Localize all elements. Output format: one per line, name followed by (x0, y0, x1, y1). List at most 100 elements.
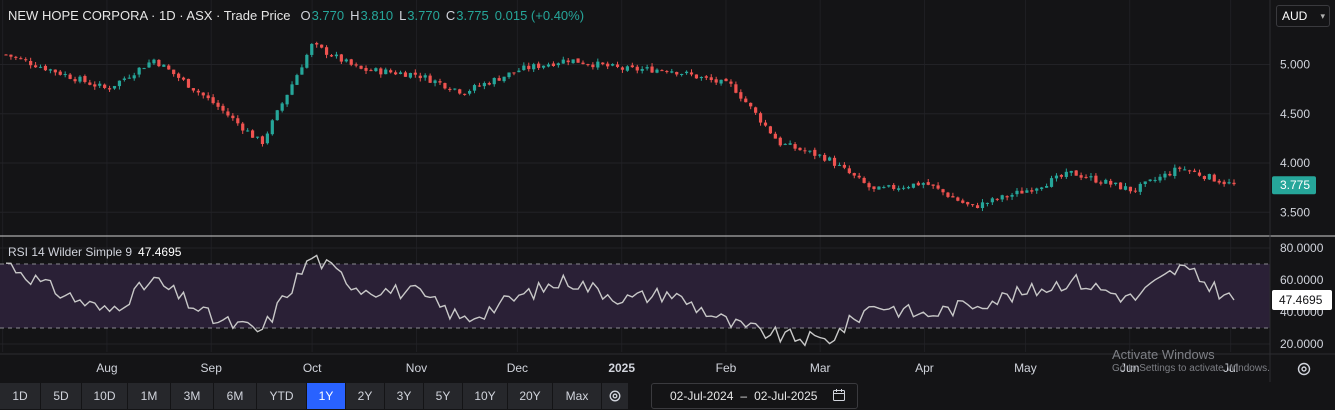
range-button-ytd[interactable]: YTD (257, 383, 306, 409)
candle-body (255, 136, 260, 138)
candle-body (532, 64, 536, 70)
candle-body (1044, 186, 1049, 188)
range-button-20y[interactable]: 20Y (508, 383, 552, 409)
candle-body (1010, 194, 1014, 197)
candle-body (379, 68, 383, 75)
candle-body (191, 88, 196, 91)
candle-body (1054, 175, 1059, 179)
candle-body (522, 65, 526, 71)
candle-body (808, 150, 812, 152)
candle-body (389, 70, 393, 73)
candle-body (98, 83, 102, 86)
candle-body (882, 187, 886, 189)
candle-body (467, 90, 472, 94)
rsi-value-badge (1272, 290, 1332, 311)
candle-body (749, 102, 753, 107)
candle-body (384, 69, 388, 75)
candle-body (615, 64, 620, 67)
chart-canvas[interactable]: 5.000 4.500 4.000 3.500 3.775 80.0000 60.0000 4… (0, 0, 1335, 382)
candle-body (305, 54, 309, 68)
candle-body (1163, 173, 1167, 178)
candle-body (132, 75, 136, 79)
date-range-picker[interactable]: 02-Jul-2024 – 02-Jul-2025 (651, 383, 858, 409)
range-button-3y[interactable]: 3Y (385, 383, 423, 409)
candle-body (58, 71, 62, 75)
candle-body (591, 64, 595, 68)
range-button-2y[interactable]: 2Y (346, 383, 384, 409)
candle-body (1064, 171, 1068, 177)
candle-body (177, 73, 181, 78)
candle-body (1227, 182, 1231, 184)
range-button-1y[interactable]: 1Y (307, 383, 345, 409)
candle-body (1035, 188, 1039, 191)
range-button-max[interactable]: Max (553, 383, 601, 409)
candle-body (418, 75, 422, 79)
candle-body (167, 65, 171, 70)
candle-body (275, 110, 279, 121)
calendar-icon[interactable] (832, 388, 846, 405)
candle-body (236, 118, 240, 124)
candle-body (1158, 176, 1162, 181)
candle-body (783, 143, 787, 145)
range-button-1d[interactable]: 1D (0, 383, 40, 409)
date-separator: – (740, 389, 748, 403)
candle-body (630, 65, 634, 68)
candle-body (9, 54, 13, 57)
rsi-tick: 80.0000 (1280, 241, 1324, 255)
last-price-badge (1272, 176, 1316, 195)
time-tick: Nov (406, 361, 427, 375)
candle-body (684, 71, 689, 74)
candle-body (43, 65, 48, 71)
rsi-tick: 60.0000 (1280, 273, 1324, 287)
candle-body (48, 69, 52, 71)
candle-body (980, 202, 985, 209)
candle-body (606, 63, 610, 67)
candle-body (862, 177, 866, 183)
range-button-10y[interactable]: 10Y (463, 383, 507, 409)
chart-settings-icon[interactable] (1296, 361, 1312, 382)
candle-body (433, 80, 437, 84)
candle-body (887, 185, 891, 187)
candle-body (724, 78, 728, 82)
candle-body (1197, 172, 1202, 176)
candle-body (1084, 176, 1088, 178)
candle-body (369, 70, 373, 72)
range-settings-icon[interactable] (602, 383, 628, 409)
candle-body (931, 184, 935, 186)
candle-body (827, 157, 832, 161)
low-value: 3.770 (407, 8, 440, 23)
candle-body (14, 56, 18, 58)
candle-body (823, 154, 827, 161)
candle-body (625, 66, 629, 71)
price-tick: 5.000 (1280, 57, 1310, 71)
candle-body (1207, 174, 1211, 180)
range-button-3m[interactable]: 3M (171, 383, 213, 409)
candle-body (122, 78, 126, 80)
close-label: C (445, 8, 456, 23)
candle-body (453, 88, 457, 90)
candle-body (147, 62, 151, 68)
candle-body (226, 111, 230, 116)
range-button-5d[interactable]: 5D (41, 383, 81, 409)
candle-body (1015, 190, 1019, 195)
range-button-5y[interactable]: 5Y (424, 383, 462, 409)
close-value: 3.775 (456, 8, 489, 23)
candle-body (793, 144, 797, 149)
range-button-1m[interactable]: 1M (128, 383, 170, 409)
candle-body (818, 154, 822, 156)
candle-body (157, 59, 161, 67)
candle-body (408, 72, 413, 78)
candle-body (300, 67, 304, 75)
candle-body (83, 76, 87, 82)
candle-body (1183, 169, 1187, 171)
candle-body (394, 72, 398, 75)
candle-body (689, 72, 694, 75)
range-button-6m[interactable]: 6M (214, 383, 256, 409)
currency-select[interactable]: AUD ▾ (1276, 5, 1330, 27)
candle-body (53, 69, 57, 73)
candle-body (1148, 179, 1152, 181)
range-button-10d[interactable]: 10D (82, 383, 127, 409)
candle-body (280, 103, 284, 111)
candle-body (78, 76, 82, 82)
legend-header: NEW HOPE CORPORA · 1D · ASX · Trade Pric… (8, 8, 584, 23)
